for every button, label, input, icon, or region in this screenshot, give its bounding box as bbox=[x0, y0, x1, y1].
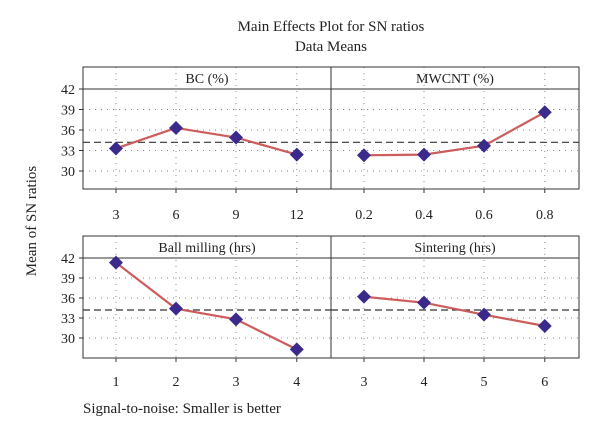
x-tick-label: 0.2 bbox=[355, 208, 373, 223]
data-point-marker bbox=[417, 295, 431, 310]
x-tick-label: 2 bbox=[173, 375, 180, 390]
panel-2: Ball milling (hrs) 30 33 36 39 42 1 2 3 4 bbox=[61, 235, 332, 390]
x-tick-label: 6 bbox=[541, 375, 548, 390]
y-tick-label: 36 bbox=[61, 292, 75, 307]
data-point-marker bbox=[356, 289, 371, 304]
y-tick-label: 30 bbox=[61, 165, 75, 180]
x-tick-label: 0.8 bbox=[536, 208, 554, 223]
data-point-marker bbox=[537, 105, 552, 120]
y-tick-label: 30 bbox=[61, 332, 75, 347]
series-line bbox=[115, 126, 298, 156]
panel-title: Ball milling (hrs) bbox=[158, 241, 256, 256]
series-line bbox=[363, 111, 546, 157]
x-tick-label: 4 bbox=[293, 375, 300, 390]
data-point-marker bbox=[477, 307, 492, 322]
panel-frame bbox=[330, 235, 580, 359]
chart-subtitle: Data Means bbox=[295, 39, 367, 55]
x-tick-label: 0.6 bbox=[475, 208, 493, 223]
y-tick-label: 33 bbox=[61, 312, 75, 327]
x-tick-label: 3 bbox=[360, 375, 367, 390]
data-point-marker bbox=[356, 148, 371, 163]
data-point-marker bbox=[169, 301, 183, 316]
data-point-marker bbox=[477, 138, 492, 153]
panel-title: Sintering (hrs) bbox=[414, 241, 496, 256]
panel-frame bbox=[330, 66, 580, 190]
data-point-marker bbox=[289, 147, 304, 162]
y-tick-label: 36 bbox=[61, 124, 75, 139]
panel-3: Sintering (hrs) 3 4 5 6 bbox=[330, 235, 580, 390]
x-tick-label: 4 bbox=[421, 375, 428, 390]
data-point-marker bbox=[537, 319, 552, 333]
x-tick-label: 1 bbox=[112, 375, 119, 390]
x-tick-label: 3 bbox=[112, 208, 119, 223]
x-tick-label: 12 bbox=[290, 208, 304, 223]
panel-1: MWCNT (%) 0.2 0.4 0.6 0.8 bbox=[330, 66, 580, 223]
x-tick-label: 0.4 bbox=[415, 208, 433, 223]
y-tick-label: 39 bbox=[61, 272, 75, 287]
chart-title: Main Effects Plot for SN ratios bbox=[238, 19, 425, 35]
data-point-marker bbox=[108, 255, 123, 270]
x-tick-label: 3 bbox=[233, 375, 240, 390]
data-point-marker bbox=[289, 342, 304, 357]
data-point-marker bbox=[229, 312, 244, 327]
footnote: Signal-to-noise: Smaller is better bbox=[83, 401, 281, 417]
data-point-marker bbox=[169, 120, 183, 135]
panel-title: MWCNT (%) bbox=[416, 72, 494, 87]
y-tick-label: 42 bbox=[61, 83, 75, 98]
x-tick-label: 6 bbox=[173, 208, 180, 223]
y-tick-label: 42 bbox=[61, 252, 75, 267]
y-tick-label: 33 bbox=[61, 145, 75, 160]
data-point-marker bbox=[108, 141, 123, 156]
panel-title: BC (%) bbox=[185, 72, 229, 87]
y-tick-label: 39 bbox=[61, 104, 75, 119]
y-axis-label: Mean of SN ratios bbox=[24, 166, 40, 277]
data-point-marker bbox=[229, 130, 244, 145]
x-tick-label: 5 bbox=[481, 375, 488, 390]
series-line bbox=[363, 295, 545, 328]
series-line bbox=[115, 261, 298, 351]
data-point-marker bbox=[417, 147, 431, 162]
x-tick-label: 9 bbox=[233, 208, 240, 223]
